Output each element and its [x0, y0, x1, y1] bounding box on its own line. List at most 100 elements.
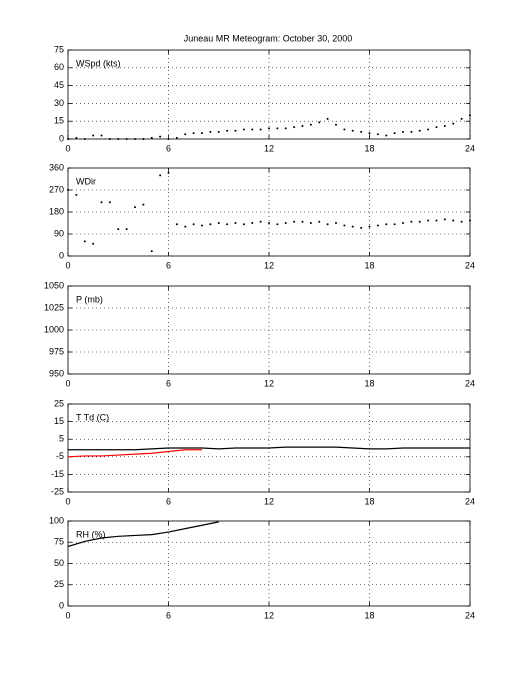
y-tick-label: 30 [54, 98, 64, 108]
data-point [326, 117, 329, 120]
data-point [351, 129, 354, 132]
data-point [184, 133, 187, 136]
data-point [209, 223, 212, 226]
data-point [117, 138, 120, 140]
y-tick-label: 0 [59, 250, 64, 260]
data-point [159, 135, 162, 138]
data-point [301, 220, 304, 223]
y-tick-label: 950 [49, 368, 64, 378]
x-tick-label: 12 [264, 378, 274, 388]
x-tick-label: 12 [264, 610, 274, 620]
x-tick-label: 12 [264, 496, 274, 506]
data-point [452, 219, 455, 222]
y-tick-label: -25 [51, 486, 64, 496]
data-point [385, 223, 388, 226]
data-point [268, 127, 270, 130]
data-point [83, 240, 86, 243]
data-point [435, 219, 438, 222]
plot-frame [67, 167, 471, 257]
data-point [402, 130, 404, 133]
y-tick-label: 1000 [44, 324, 64, 334]
data-point [309, 222, 312, 224]
x-tick-label: 0 [65, 260, 70, 270]
data-line [67, 449, 202, 458]
data-point [92, 134, 95, 137]
data-point [393, 132, 396, 135]
data-point [368, 132, 371, 135]
y-tick-label: 60 [54, 62, 64, 72]
x-tick-label: 18 [364, 610, 374, 620]
data-point [201, 132, 203, 135]
y-tick-label: 15 [54, 116, 64, 126]
data-point [234, 222, 237, 224]
data-point [125, 228, 128, 231]
data-point [435, 126, 438, 129]
data-point [360, 130, 363, 133]
data-point [326, 223, 329, 226]
x-tick-label: 0 [65, 378, 70, 388]
data-point [209, 130, 212, 133]
data-line [68, 446, 470, 451]
x-tick-label: 0 [65, 610, 70, 620]
data-point [251, 128, 254, 131]
data-point [167, 171, 170, 174]
data-point [393, 223, 396, 226]
y-tick-label: 1025 [44, 302, 64, 312]
data-point [427, 128, 430, 131]
y-tick-label: 25 [54, 579, 64, 589]
data-point [335, 222, 337, 224]
data-point [443, 218, 446, 221]
y-tick-label: 15 [54, 416, 64, 426]
data-point [75, 136, 78, 139]
data-point [360, 226, 363, 229]
data-point [309, 123, 312, 126]
y-tick-label: 270 [49, 184, 64, 194]
panel-label: P (mb) [76, 294, 103, 304]
y-tick-label: -15 [51, 469, 64, 479]
data-point [293, 220, 296, 223]
y-tick-label: 975 [49, 346, 64, 356]
panel-label: WSpd (kts) [76, 58, 121, 68]
y-tick-label: 5 [59, 434, 64, 444]
data-point [452, 122, 455, 125]
data-point [318, 220, 321, 223]
y-tick-label: 25 [54, 398, 64, 408]
y-tick-label: 1050 [44, 280, 64, 290]
y-tick-label: 45 [54, 80, 64, 90]
data-point [192, 132, 195, 135]
data-point [343, 128, 346, 131]
y-tick-label: 360 [49, 162, 64, 172]
data-point [192, 223, 195, 226]
data-point [460, 117, 463, 120]
data-point [376, 133, 379, 136]
chart-title: Juneau MR Meteogram: October 30, 2000 [184, 33, 353, 43]
x-tick-label: 6 [166, 496, 171, 506]
data-point [67, 189, 69, 191]
data-point [175, 223, 178, 226]
x-tick-label: 12 [264, 260, 274, 270]
data-point [217, 222, 220, 224]
x-tick-label: 18 [364, 378, 374, 388]
y-tick-label: -5 [56, 451, 64, 461]
x-tick-label: 6 [166, 378, 171, 388]
data-point [125, 138, 128, 140]
data-point [410, 130, 413, 133]
x-tick-label: 18 [364, 260, 374, 270]
data-point [234, 129, 237, 132]
panel-label: RH (%) [76, 529, 106, 539]
y-tick-label: 180 [49, 206, 64, 216]
y-tick-label: 75 [54, 44, 64, 54]
data-point [83, 138, 86, 140]
x-tick-label: 6 [166, 610, 171, 620]
x-tick-label: 6 [166, 260, 171, 270]
data-point [301, 124, 304, 127]
data-point [293, 126, 296, 129]
data-point [226, 129, 229, 132]
x-tick-label: 24 [465, 143, 475, 153]
data-point [175, 136, 178, 139]
y-tick-label: 50 [54, 558, 64, 568]
x-tick-label: 24 [465, 378, 475, 388]
data-point [343, 224, 346, 227]
data-point [469, 219, 471, 222]
